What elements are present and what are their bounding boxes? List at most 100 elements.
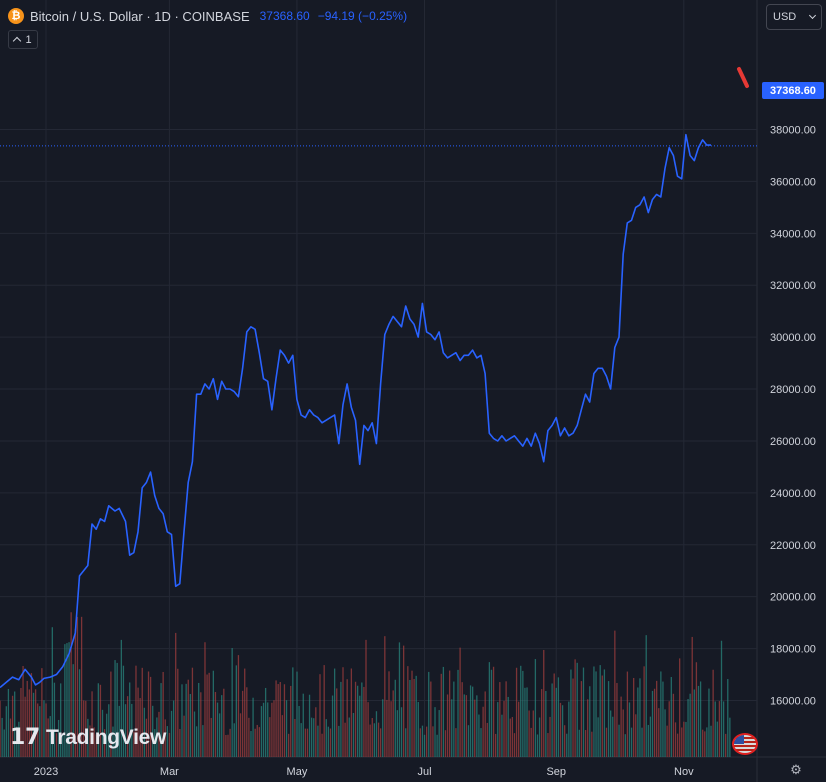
volume-bar xyxy=(522,670,524,757)
volume-bar xyxy=(476,695,478,757)
volume-bar xyxy=(164,719,166,757)
volume-bar xyxy=(679,658,681,757)
volume-bar xyxy=(235,665,238,757)
volume-bar xyxy=(706,727,708,757)
drawing-mark xyxy=(737,67,749,88)
volume-bar xyxy=(365,639,367,757)
volume-bar xyxy=(446,694,449,757)
volume-bar xyxy=(620,696,622,757)
volume-bar xyxy=(492,666,495,757)
volume-bar xyxy=(610,710,612,757)
volume-bar xyxy=(70,612,72,757)
volume-bar xyxy=(120,639,122,757)
volume-bar xyxy=(166,726,168,757)
volume-bar xyxy=(628,702,631,757)
volume-bar xyxy=(112,726,114,757)
volume-bar xyxy=(254,728,256,757)
volume-bar xyxy=(118,705,120,757)
volume-bar xyxy=(618,724,620,757)
volume-bar xyxy=(262,702,265,757)
volume-bar xyxy=(593,666,595,757)
volume-bar xyxy=(344,722,346,757)
volume-bar xyxy=(681,727,683,757)
volume-bar xyxy=(296,671,298,757)
volume-bar xyxy=(455,728,457,757)
volume-bar xyxy=(229,728,231,757)
gear-icon[interactable]: ⚙ xyxy=(790,762,802,777)
volume-bar xyxy=(202,725,204,757)
volume-bar xyxy=(162,671,164,757)
volume-bar xyxy=(448,670,451,757)
volume-bar xyxy=(218,713,221,757)
y-tick-label: 34000.00 xyxy=(770,228,816,240)
volume-bar xyxy=(16,726,18,757)
volume-bar xyxy=(672,693,675,757)
volume-bar xyxy=(206,674,208,757)
volume-bar xyxy=(729,717,731,757)
volume-bar xyxy=(605,727,608,757)
volume-bar xyxy=(133,731,135,757)
volume-bar xyxy=(722,701,725,757)
volume-bar xyxy=(469,685,472,757)
currency-select[interactable]: USD xyxy=(766,4,822,30)
volume-bar xyxy=(72,664,74,757)
volume-bar xyxy=(302,693,304,757)
volume-bar xyxy=(612,716,614,757)
volume-bar xyxy=(20,687,22,757)
volume-bar xyxy=(30,673,33,757)
volume-bar xyxy=(421,725,424,757)
volume-bar xyxy=(338,725,340,757)
volume-bar xyxy=(290,685,292,757)
volume-bar xyxy=(346,679,348,757)
tradingview-logo-icon: 17 xyxy=(10,725,41,750)
volume-bar xyxy=(486,722,488,757)
volume-bar xyxy=(405,728,407,757)
us-flag-icon[interactable] xyxy=(732,733,758,755)
volume-bar xyxy=(250,731,252,757)
volume-bar xyxy=(356,685,359,757)
collapse-legend-button[interactable]: 1 xyxy=(8,30,38,49)
volume-bar xyxy=(227,734,229,757)
volume-bar xyxy=(267,702,269,757)
volume-bar xyxy=(541,689,543,757)
volume-bar xyxy=(484,691,486,757)
volume-bar xyxy=(216,702,219,757)
volume-bar xyxy=(647,724,649,757)
volume-bar xyxy=(382,699,384,757)
volume-bar xyxy=(622,709,624,757)
volume-bar xyxy=(664,709,666,757)
volume-bar xyxy=(160,683,162,757)
volume-bar xyxy=(375,711,378,757)
symbol-title[interactable]: Bitcoin / U.S. Dollar · 1D · COINBASE xyxy=(30,8,250,24)
volume-bar xyxy=(179,728,181,757)
volume-bar xyxy=(189,694,191,757)
volume-bar xyxy=(668,701,670,757)
volume-bar xyxy=(313,718,315,757)
volume-bar xyxy=(712,669,714,757)
volume-bar xyxy=(87,718,89,757)
volume-bar xyxy=(97,683,99,757)
volume-bar xyxy=(156,717,158,757)
volume-bar xyxy=(304,728,307,757)
volume-bar xyxy=(532,710,534,757)
volume-bar xyxy=(152,705,154,757)
volume-bar xyxy=(131,703,133,757)
volume-bar xyxy=(371,718,373,757)
volume-bar xyxy=(281,715,284,757)
volume-bar xyxy=(298,706,300,757)
volume-bar xyxy=(474,699,476,757)
volume-bar xyxy=(143,707,145,757)
volume-bar xyxy=(570,669,572,757)
tradingview-logo[interactable]: 17 TradingView xyxy=(10,725,166,750)
volume-bar xyxy=(436,734,438,757)
volume-bar xyxy=(336,688,338,757)
volume-bar xyxy=(384,636,386,757)
volume-bar xyxy=(106,713,108,757)
volume-bar xyxy=(524,687,526,757)
volume-bar xyxy=(695,662,698,757)
volume-bar xyxy=(99,684,102,757)
volume-bar xyxy=(465,695,468,757)
volume-bar xyxy=(649,716,652,757)
volume-bar xyxy=(599,665,601,757)
